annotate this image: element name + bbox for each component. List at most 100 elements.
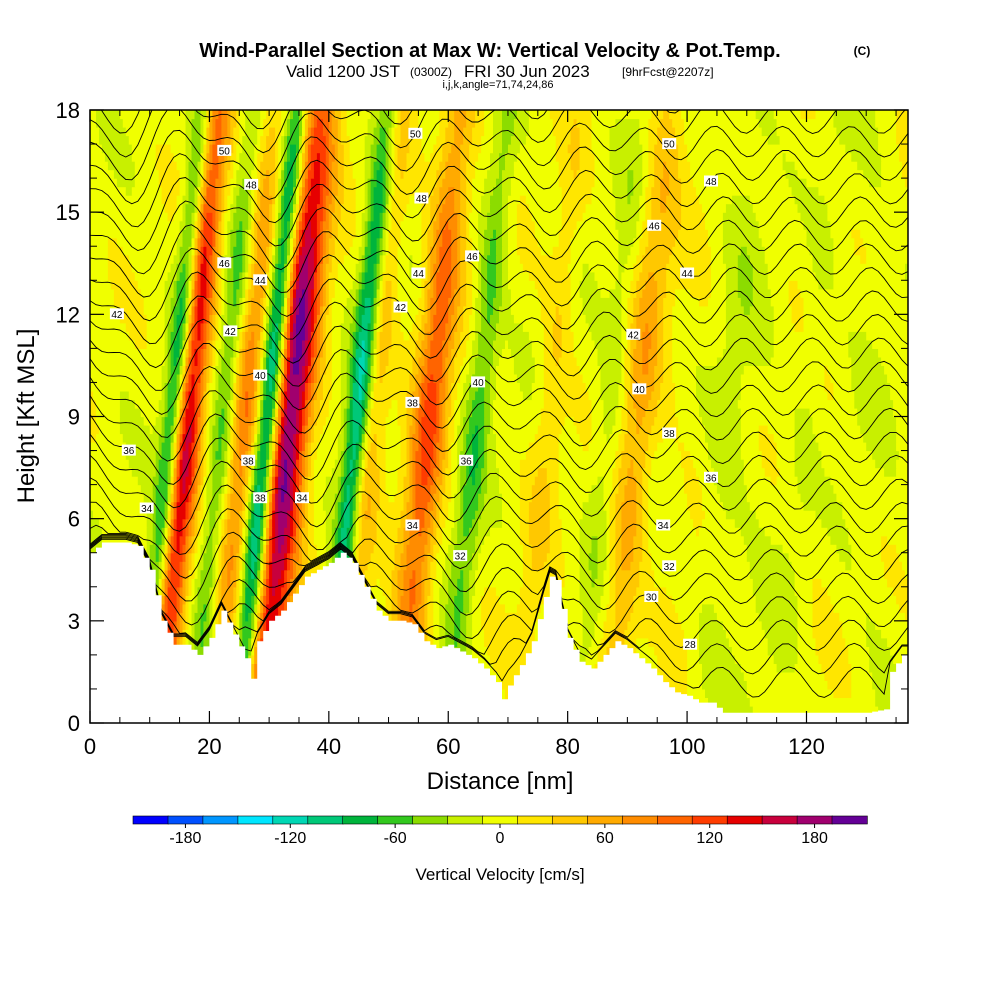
velocity-cell [833,603,900,613]
velocity-cell [364,484,381,494]
velocity-cell [370,416,387,426]
velocity-cell [188,467,193,477]
velocity-cell [179,331,184,341]
velocity-cell [346,297,357,307]
velocity-cell [582,263,590,273]
velocity-cell [179,578,184,588]
velocity-cell [146,518,154,528]
velocity-cell [845,561,852,571]
velocity-cell [254,612,258,622]
velocity-cell [430,254,437,264]
velocity-cell [764,629,799,639]
velocity-cell [319,280,324,290]
velocity-cell [734,518,760,528]
velocity-cell [633,305,640,315]
velocity-cell [740,433,760,443]
velocity-cell [376,271,381,281]
velocity-cell [293,314,297,324]
velocity-cell [358,552,372,562]
velocity-cell [770,356,852,366]
velocity-cell [221,450,225,460]
velocity-cell [263,595,267,605]
velocity-cell [269,339,273,349]
velocity-cell [543,322,554,332]
velocity-cell [484,459,488,469]
velocity-cell [415,373,422,383]
velocity-cell [872,339,908,349]
velocity-cell [242,391,246,401]
velocity-cell [352,339,357,349]
velocity-cell [116,237,178,247]
velocity-cell [167,535,172,545]
velocity-cell [711,254,724,264]
velocity-cell [275,586,282,596]
velocity-cell [484,501,503,511]
velocity-cell [209,416,216,426]
velocity-cell [702,501,724,511]
velocity-cell [188,391,196,401]
velocity-cell [161,595,166,605]
velocity-cell [290,297,294,307]
velocity-cell [233,263,243,273]
velocity-cell [233,339,237,349]
velocity-cell [466,271,473,281]
velocity-cell [352,510,357,520]
velocity-cell [176,450,181,460]
velocity-cell [716,356,772,366]
velocity-cell [275,348,279,358]
velocity-cell [352,527,357,537]
velocity-cell [260,595,264,605]
velocity-cell [439,484,446,494]
velocity-cell [606,433,611,443]
velocity-cell [421,399,425,409]
velocity-cell [478,246,485,256]
velocity-cell [331,348,342,358]
velocity-cell [466,263,473,273]
velocity-cell [725,331,775,341]
velocity-cell [382,237,387,247]
velocity-cell [203,450,207,460]
velocity-cell [212,408,216,418]
velocity-cell [119,314,148,324]
velocity-cell [633,237,640,247]
velocity-cell [284,535,288,545]
velocity-cell [773,305,793,315]
velocity-cell [773,339,849,349]
velocity-cell [310,433,315,443]
velocity-cell [361,271,366,281]
velocity-cell [570,254,619,264]
velocity-cell [340,535,348,545]
velocity-cell [466,288,473,298]
velocity-cell [287,416,297,426]
velocity-cell [230,382,234,392]
velocity-cell [96,399,121,409]
velocity-cell [597,348,622,358]
velocity-cell [349,408,354,418]
velocity-cell [436,459,440,469]
velocity-cell [642,476,649,486]
velocity-cell [740,391,828,401]
velocity-cell [463,569,470,579]
velocity-cell [263,484,267,494]
velocity-cell [361,348,366,358]
velocity-cell [251,399,255,409]
velocity-cell [415,518,425,528]
velocity-cell [284,425,297,435]
velocity-cell [161,544,166,554]
velocity-cell [248,314,261,324]
velocity-cell [699,612,718,622]
velocity-cell [361,373,366,383]
velocity-cell [224,561,228,571]
velocity-cell [185,476,193,486]
velocity-cell [711,459,745,469]
velocity-cell [421,314,428,324]
velocity-cell [442,459,449,469]
velocity-cell [236,578,240,588]
velocity-cell [430,348,443,358]
velocity-cell [107,271,136,281]
velocity-cell [221,339,225,349]
velocity-cell [242,237,246,247]
velocity-cell [185,425,190,435]
velocity-cell [472,450,479,460]
velocity-cell [851,382,891,392]
